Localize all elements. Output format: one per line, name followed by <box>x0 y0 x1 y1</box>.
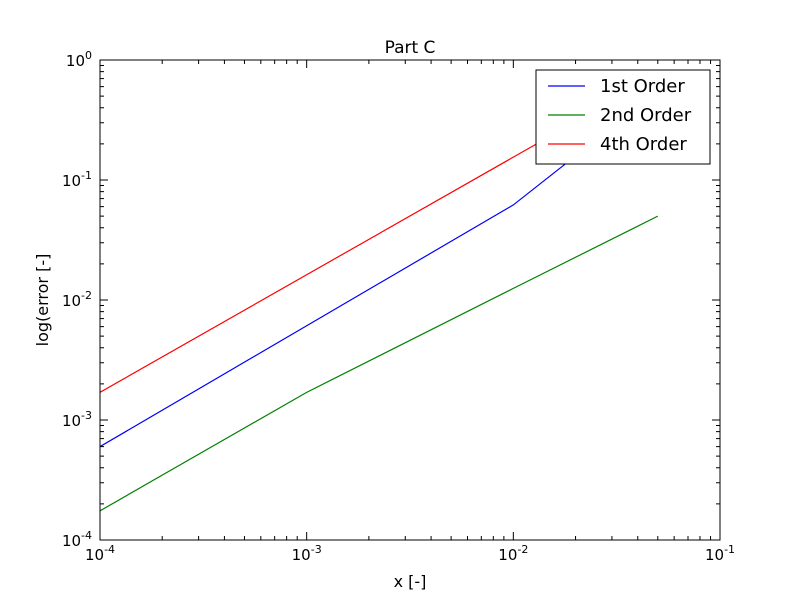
series-line-2 <box>100 215 659 512</box>
y-tick-label-exp: -3 <box>81 409 92 422</box>
y-axis-label: log(error [-] <box>33 254 52 347</box>
x-tick-label-exp: -1 <box>724 543 735 556</box>
x-tick-label-exp: -2 <box>517 543 528 556</box>
y-tick-label: 10-4 <box>62 529 92 550</box>
x-tick-label-exp: -3 <box>311 543 322 556</box>
x-axis-label: x [-] <box>394 572 427 591</box>
x-tick-label-base: 10 <box>498 546 517 564</box>
x-tick-label-base: 10 <box>705 546 724 564</box>
y-tick-label-exp: -2 <box>81 289 92 302</box>
y-tick-label-base: 10 <box>62 292 81 310</box>
y-tick-label-exp: -4 <box>81 529 92 542</box>
chart-title: Part C <box>385 38 436 58</box>
y-tick-label-base: 10 <box>62 172 81 190</box>
y-tick-label-exp: -1 <box>81 169 92 182</box>
legend: 1st Order 2nd Order 4th Order <box>535 69 711 165</box>
x-tick-label-base: 10 <box>85 546 104 564</box>
y-tick-label: 100 <box>66 49 92 70</box>
x-tick-label: 10-1 <box>705 543 735 564</box>
x-tick-label: 10-3 <box>292 543 322 564</box>
x-tick-label-exp: -4 <box>104 543 115 556</box>
x-tick-label: 10-4 <box>85 543 115 564</box>
y-tick-label: 10-1 <box>62 169 92 190</box>
legend-label-1: 1st Order <box>600 76 685 97</box>
y-tick-label-base: 10 <box>62 532 81 550</box>
x-tick-label: 10-2 <box>498 543 528 564</box>
legend-label-3: 4th Order <box>600 134 687 155</box>
y-tick-label-base: 10 <box>62 412 81 430</box>
y-tick-label-exp: 0 <box>85 49 92 62</box>
y-tick-label: 10-3 <box>62 409 92 430</box>
x-tick-label-base: 10 <box>292 546 311 564</box>
y-tick-label-base: 10 <box>66 52 85 70</box>
y-tick-label: 10-2 <box>62 289 92 310</box>
legend-label-2: 2nd Order <box>600 105 692 126</box>
